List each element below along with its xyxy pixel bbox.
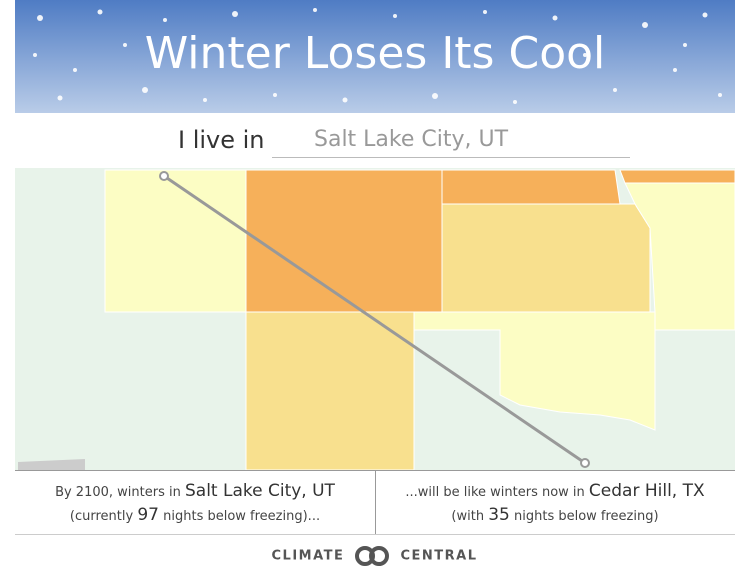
result-analog: ...will be like winters now in Cedar Hil… — [375, 471, 735, 534]
nights: 97 — [137, 505, 159, 525]
detail-prefix: (with — [451, 509, 485, 524]
city: Salt Lake City, UT — [184, 481, 335, 501]
city-input[interactable]: Salt Lake City, UT — [272, 122, 630, 158]
footer: CLIMATE CENTRAL — [0, 546, 749, 566]
map[interactable] — [15, 168, 735, 470]
detail-suffix: nights below freezing)... — [163, 509, 321, 524]
header-banner — [15, 0, 735, 113]
logo-left: CLIMATE — [271, 548, 345, 564]
logo-right: CENTRAL — [400, 548, 478, 564]
search-label: I live in — [178, 126, 265, 154]
results: By 2100, winters in Salt Lake City, UT (… — [15, 470, 735, 535]
logo-mark — [355, 546, 390, 566]
nights: 35 — [488, 505, 510, 525]
city: Cedar Hill, TX — [588, 481, 705, 501]
detail-prefix: (currently — [69, 509, 134, 524]
detail-suffix: nights below freezing) — [514, 509, 659, 524]
snow — [33, 8, 722, 104]
result-current: By 2100, winters in Salt Lake City, UT (… — [15, 471, 376, 534]
result-prefix: ...will be like winters now in — [405, 485, 585, 500]
result-prefix: By 2100, winters in — [55, 485, 181, 500]
title: Winter Loses Its Cool — [144, 28, 606, 79]
